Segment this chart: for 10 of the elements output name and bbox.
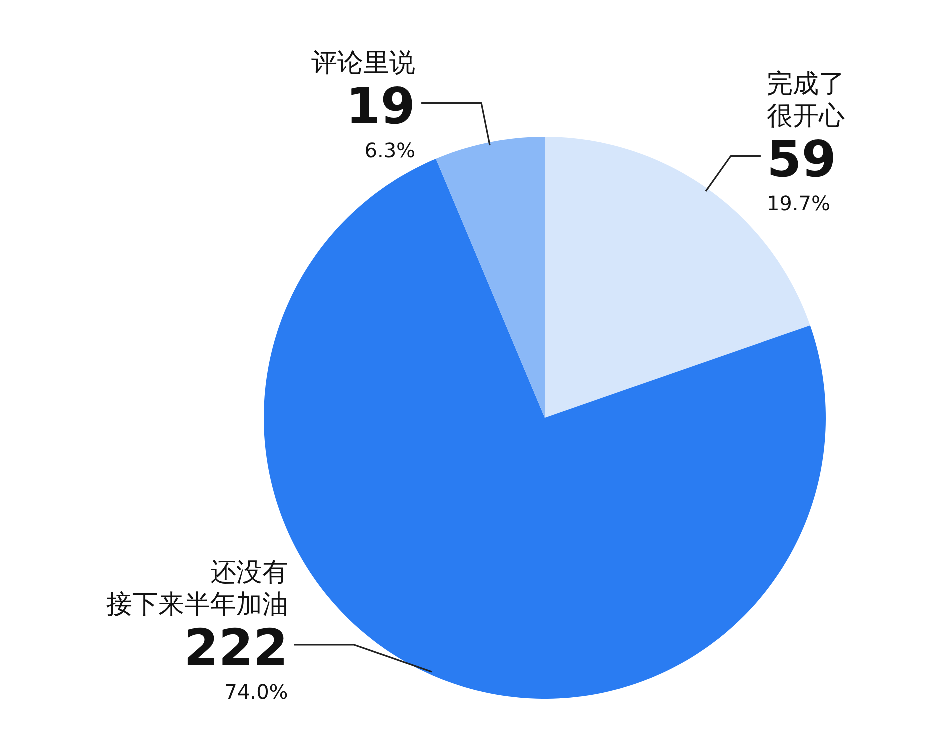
slice-label: 还没有接下来半年加油: [106, 558, 288, 620]
data-label: 222: [184, 618, 288, 677]
text: 74.0%: [224, 680, 288, 704]
pie-slice: [436, 137, 545, 418]
text: 6.3%: [364, 138, 416, 162]
text: 19.7%: [766, 191, 830, 216]
data-label: 19: [346, 77, 416, 136]
slice-label: 完成了很开心: [766, 69, 845, 132]
data-label: 59: [766, 130, 837, 188]
slice-label: 评论里说: [312, 48, 416, 78]
